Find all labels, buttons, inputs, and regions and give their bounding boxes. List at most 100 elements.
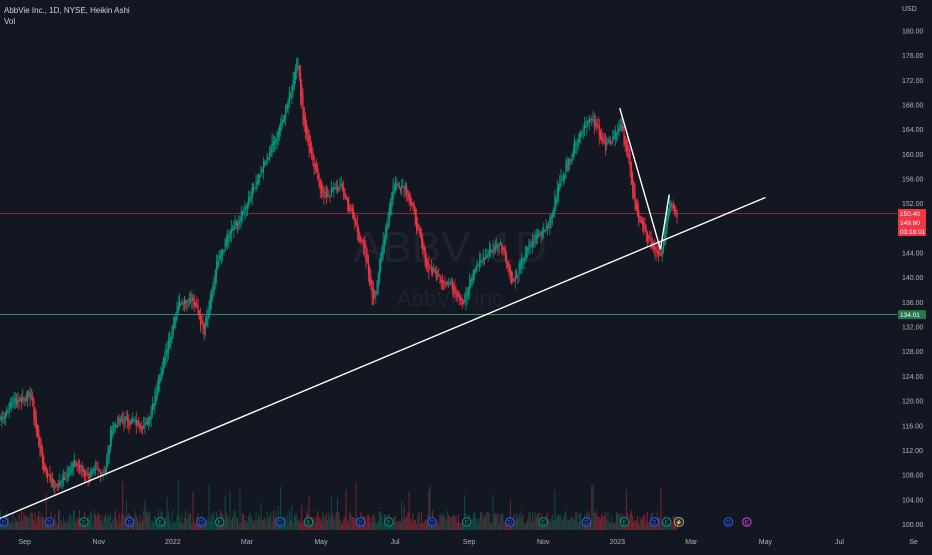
- candle-body: [491, 250, 493, 253]
- candle-body: [274, 142, 276, 144]
- volume-bar: [208, 484, 210, 530]
- candle-body: [659, 252, 661, 255]
- candle-body: [146, 423, 149, 425]
- candle-body: [180, 304, 182, 305]
- candle-body: [2, 418, 4, 420]
- candles[interactable]: [0, 57, 678, 496]
- candle-body: [158, 376, 160, 392]
- candle-body: [517, 275, 519, 276]
- volume-bar: [287, 522, 289, 530]
- event-marker: [723, 517, 734, 527]
- volume-bar: [539, 521, 541, 530]
- volume-bar: [557, 515, 559, 530]
- candle-body: [562, 176, 565, 181]
- candle-body: [164, 357, 166, 365]
- volume-bar: [332, 513, 334, 530]
- volume-bar: [639, 517, 641, 530]
- candle-body: [391, 191, 393, 209]
- candle-body: [566, 159, 568, 171]
- volume-bar: [65, 522, 67, 530]
- candle-body: [554, 196, 556, 213]
- candle-body: [356, 222, 358, 232]
- candle-body: [183, 296, 186, 305]
- volume-bar: [401, 501, 403, 530]
- candle-body: [381, 247, 383, 262]
- symbol-line: AbbVie Inc., 1D, NYSE, Heikin Ashi: [4, 6, 130, 15]
- volume-bar: [374, 521, 376, 530]
- candle-body: [303, 106, 305, 125]
- candle-body: [24, 398, 26, 401]
- trendlines[interactable]: [0, 107, 766, 519]
- candle-body: [439, 275, 441, 284]
- candle-body: [207, 313, 209, 322]
- candle-body: [612, 135, 614, 143]
- candle-body: [196, 304, 198, 308]
- volume-bar: [334, 516, 336, 530]
- candle-body: [253, 185, 255, 191]
- volume-bar: [483, 515, 485, 530]
- candle-body: [645, 228, 647, 235]
- candle-body: [186, 301, 188, 303]
- volume-bar: [35, 523, 37, 530]
- volume-bar: [55, 520, 57, 530]
- event-markers[interactable]: D D E D E D E D E D E D E D E D E D E D E ⚡: [0, 516, 752, 528]
- volume-bar: [95, 514, 97, 530]
- candle-body: [654, 246, 656, 250]
- candle-body: [202, 321, 204, 328]
- volume-bar: [516, 513, 518, 530]
- candle-body: [351, 208, 353, 214]
- candle-body: [62, 476, 65, 480]
- candle-body: [669, 199, 671, 215]
- event-marker-label: D: [278, 521, 283, 527]
- candle-body: [104, 470, 107, 472]
- candle-body: [276, 132, 278, 142]
- volume-bar: [93, 510, 95, 530]
- candle-body: [41, 448, 44, 464]
- candle-body: [465, 291, 467, 302]
- time-tick-label: Mar: [685, 539, 698, 546]
- volume-bar: [420, 511, 422, 530]
- volume-bar: [69, 514, 71, 530]
- volume-bar: [125, 499, 127, 530]
- candle-body: [3, 416, 5, 420]
- volume-bar: [19, 522, 21, 530]
- candle-body: [11, 403, 13, 406]
- price-tick-label: 168.00: [902, 102, 924, 109]
- volume-bar: [159, 523, 161, 530]
- candle-body: [102, 471, 104, 473]
- candle-body: [464, 300, 466, 303]
- candle-body: [220, 249, 223, 258]
- candle-body: [213, 276, 215, 292]
- volume-bar: [392, 522, 394, 530]
- event-marker: [355, 517, 366, 527]
- candle-body: [549, 217, 551, 229]
- candle-body: [432, 269, 434, 274]
- candle-body: [529, 246, 531, 248]
- candle-body: [570, 159, 572, 163]
- candle-body: [201, 320, 203, 322]
- candle-body: [77, 464, 79, 467]
- volume-bar: [253, 522, 255, 530]
- volume-bar: [327, 519, 329, 530]
- time-tick-label: 2023: [609, 539, 625, 546]
- candle-body: [228, 235, 230, 240]
- candle-body: [53, 479, 55, 483]
- volume-bar: [140, 522, 142, 530]
- event-marker: [79, 517, 89, 527]
- candle-body: [524, 254, 526, 261]
- time-axis[interactable]: Sep Nov 2022 Mar May Jul Sep Nov 2023 Mar May Jul Se: [18, 539, 917, 546]
- volume-bar: [596, 510, 598, 530]
- candle-body: [297, 65, 299, 67]
- price-tick-label: 120.00: [902, 399, 924, 406]
- volume-bar: [590, 522, 592, 530]
- candle-body: [40, 446, 42, 452]
- candle-body: [353, 211, 355, 220]
- volume-bar: [53, 522, 55, 530]
- candle-body: [650, 237, 652, 249]
- candle-body: [364, 243, 366, 249]
- volume-bar: [603, 515, 605, 530]
- volume-bar: [506, 521, 508, 530]
- candle-body: [664, 229, 666, 246]
